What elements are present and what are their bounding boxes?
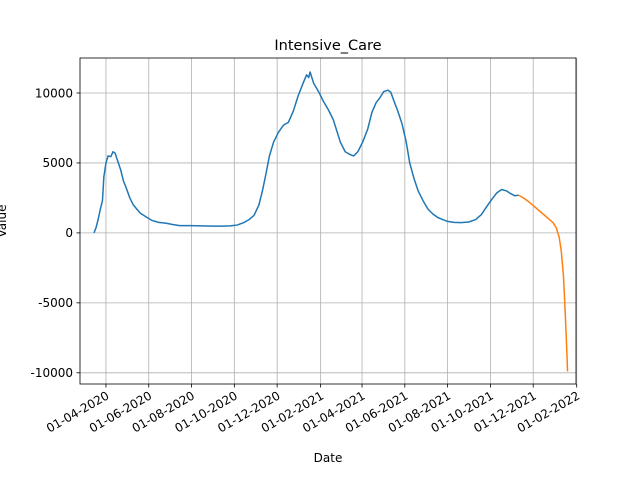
- chart-title: Intensive_Care: [274, 38, 381, 54]
- y-tick-label: 10000: [35, 86, 73, 100]
- x-axis-label: Date: [314, 451, 343, 465]
- y-tick-label: -5000: [38, 296, 73, 310]
- y-tick-label: -10000: [30, 366, 73, 380]
- series-line-1: [93, 71, 519, 234]
- y-tick-label: 0: [65, 226, 73, 240]
- series-line-2: [518, 194, 569, 372]
- y-axis-ticks: -10000 -5000 0 5000 10000: [30, 86, 80, 380]
- y-tick-label: 5000: [42, 156, 73, 170]
- plot-frame: [79, 57, 577, 385]
- y-axis-label: Value: [0, 205, 9, 238]
- series-layer: [93, 71, 569, 372]
- grid: [80, 58, 578, 384]
- x-axis-ticks: 01-04-202001-06-202001-08-202001-10-2020…: [44, 384, 582, 435]
